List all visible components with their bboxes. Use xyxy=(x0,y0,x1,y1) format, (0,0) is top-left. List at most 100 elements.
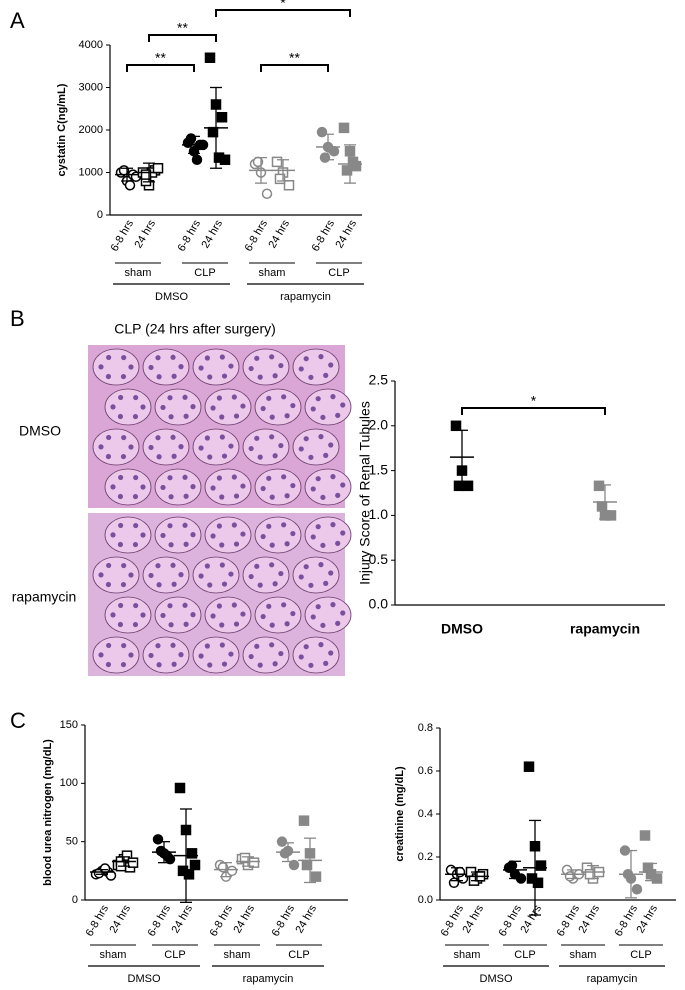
nucleus xyxy=(310,534,316,540)
nucleus xyxy=(254,355,260,361)
nucleus xyxy=(128,572,134,578)
nucleus xyxy=(272,453,278,459)
nucleus xyxy=(178,444,184,450)
data-point xyxy=(124,180,136,191)
data-point xyxy=(216,112,228,123)
nucleus xyxy=(233,621,240,627)
x-tick-label: 24 hrs xyxy=(132,218,158,251)
tissue-texture xyxy=(92,348,352,674)
subgroup-label: sham xyxy=(224,949,251,961)
nucleus xyxy=(284,493,290,499)
significance-label: ** xyxy=(155,50,166,66)
nucleus xyxy=(110,532,116,538)
y-tick-label: 2000 xyxy=(79,124,103,136)
nucleus xyxy=(328,570,334,576)
data-point xyxy=(532,877,544,889)
nucleus xyxy=(248,573,254,580)
y-axis-label: Injury Score of Renal Tubules xyxy=(357,401,373,585)
nucleus xyxy=(98,652,104,658)
significance-bracket xyxy=(461,407,606,415)
tubule xyxy=(154,596,202,634)
nucleus xyxy=(198,573,204,579)
nucleus xyxy=(207,662,213,668)
nucleus xyxy=(133,522,139,529)
nucleus xyxy=(269,494,275,500)
nucleus xyxy=(216,603,222,609)
nucleus xyxy=(269,434,275,440)
y-tick-label: 2.5 xyxy=(369,372,389,388)
subgroup-label: CLP xyxy=(164,949,185,961)
nucleus xyxy=(281,474,287,480)
x-tick-label: 6-8 hrs xyxy=(555,903,583,939)
nucleus xyxy=(254,435,260,441)
nucleus xyxy=(320,414,326,420)
nucleus xyxy=(170,642,176,648)
nucleus xyxy=(266,603,272,609)
nucleus xyxy=(171,661,177,667)
nucleus xyxy=(303,356,309,362)
nucleus xyxy=(156,662,162,668)
nucleus xyxy=(219,354,225,360)
tubule xyxy=(104,516,152,554)
data-point xyxy=(274,173,286,185)
nucleus xyxy=(168,542,174,548)
nucleus xyxy=(170,434,176,440)
nucleus xyxy=(284,541,290,547)
nucleus xyxy=(318,562,324,568)
nucleus xyxy=(260,533,266,540)
data-point xyxy=(450,420,462,432)
y-tick-label: 0 xyxy=(72,894,78,906)
nucleus xyxy=(328,362,334,368)
nucleus xyxy=(340,610,346,616)
data-point xyxy=(191,154,203,165)
group-label: rapamycin xyxy=(587,973,638,985)
tubule xyxy=(192,428,240,466)
nucleus xyxy=(110,404,116,410)
nucleus xyxy=(308,662,314,668)
nucleus xyxy=(148,364,154,371)
nucleus xyxy=(231,602,237,608)
nucleus xyxy=(167,395,173,401)
y-tick-label: 100 xyxy=(60,777,78,789)
nucleus xyxy=(216,523,222,529)
nucleus xyxy=(118,522,124,529)
y-tick-label: 0.8 xyxy=(418,722,433,734)
group-label: rapamycin xyxy=(243,973,294,985)
data-point xyxy=(631,884,643,895)
data-point xyxy=(99,863,111,874)
x-tick-label: 6-8 hrs xyxy=(109,218,137,254)
data-point xyxy=(535,860,547,871)
nucleus xyxy=(167,475,173,481)
data-point xyxy=(639,830,651,841)
nucleus xyxy=(121,434,127,441)
data-point xyxy=(347,156,359,168)
data-point xyxy=(189,859,201,871)
data-point xyxy=(310,871,322,882)
nucleus xyxy=(132,413,139,420)
nucleus xyxy=(278,650,284,657)
nucleus xyxy=(323,580,329,586)
group-label: DMSO xyxy=(155,291,188,303)
nucleus xyxy=(248,653,254,660)
nucleus xyxy=(219,434,225,440)
nucleus xyxy=(318,434,324,440)
nucleus xyxy=(190,404,196,410)
y-axis-label: cystatin C(ng/mL) xyxy=(56,83,68,176)
nucleus xyxy=(133,474,139,481)
data-point xyxy=(183,869,195,880)
x-tick-label: 6-8 hrs xyxy=(613,903,641,939)
nucleus xyxy=(315,604,321,610)
nucleus xyxy=(204,643,210,649)
nucleus xyxy=(156,582,162,588)
nucleus xyxy=(182,602,188,608)
nucleus xyxy=(207,454,213,460)
x-tick-label: rapamycin xyxy=(570,621,640,637)
nucleus xyxy=(121,354,127,361)
y-tick-label: 4000 xyxy=(79,39,103,51)
nucleus xyxy=(328,650,334,656)
nucleus xyxy=(98,572,104,578)
nucleus xyxy=(155,355,161,361)
tubule xyxy=(142,636,190,674)
y-axis-label: creatinine (mg/dL) xyxy=(394,766,406,862)
nucleus xyxy=(303,436,309,442)
